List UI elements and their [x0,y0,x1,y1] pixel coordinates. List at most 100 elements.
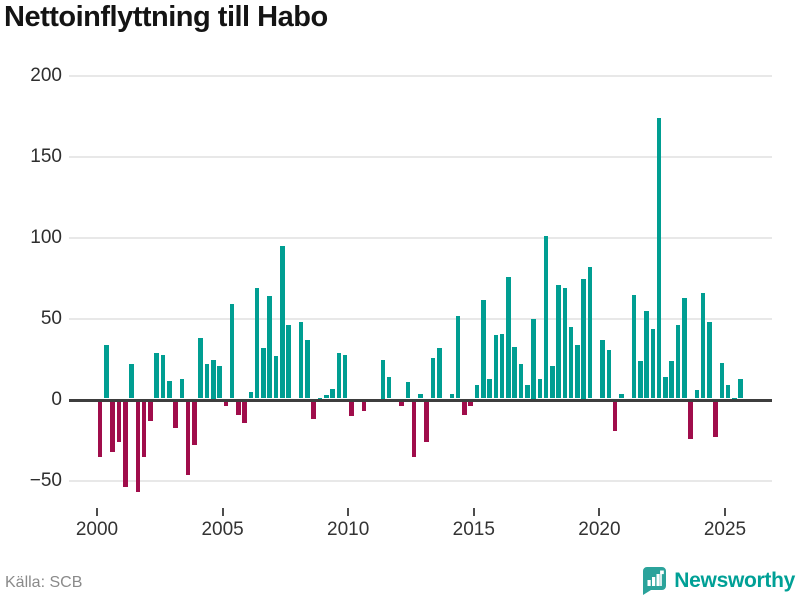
x-axis-label: 2015 [452,519,495,540]
bar-2020Q4 [619,393,624,399]
bar-chart-pin-icon [641,566,667,596]
bar-2000Q4 [116,401,122,443]
y-axis-label: 100 [30,227,62,248]
y-axis-label: 50 [40,308,62,329]
bar-2004Q2 [204,364,210,399]
x-tick [598,508,601,516]
bar-2009Q4 [342,354,348,399]
source-label: Källa: SCB [5,574,83,591]
bar-2023Q4 [694,390,700,399]
bar-2006Q4 [267,296,273,399]
x-axis-label: 2025 [703,519,747,540]
bar-2022Q4 [669,361,674,399]
bar-2005Q4 [242,401,247,423]
gridline [69,318,772,320]
bar-2012Q2 [405,382,411,399]
bar-2013Q3 [437,348,442,399]
y-axis-label: 150 [30,146,62,167]
y-axis-label: 0 [51,389,62,410]
gridline [69,75,772,77]
bar-2015Q4 [493,335,499,399]
bar-2024Q4 [719,362,725,399]
zero-line [69,398,772,402]
bar-2018Q2 [556,284,561,399]
bar-2002Q1 [148,401,153,422]
bar-2018Q3 [562,288,568,399]
bar-2008Q1 [298,322,304,399]
bar-2009Q2 [330,388,335,399]
x-axis-label: 2000 [75,519,119,540]
bar-2022Q3 [663,377,668,399]
bar-2017Q2 [531,319,536,399]
bar-2011Q2 [380,359,386,399]
bar-2003Q2 [179,378,185,399]
bar-2025Q1 [725,385,731,399]
bar-2002Q3 [160,354,166,399]
bar-2013Q1 [424,401,430,443]
bar-2009Q1 [323,395,329,399]
bar-2008Q3 [311,401,316,420]
x-tick [221,508,224,516]
newsworthy-logo[interactable]: Newsworthy [641,566,795,596]
bar-2001Q2 [129,364,134,399]
bar-2005Q3 [236,401,241,415]
bar-2014Q2 [455,315,461,399]
bar-2004Q1 [198,338,203,399]
bar-2006Q3 [261,348,266,399]
bar-2021Q4 [644,310,649,399]
bar-2023Q3 [688,401,693,439]
bar-2003Q1 [173,401,178,428]
bar-2001Q4 [141,401,147,457]
bar-2025Q3 [738,378,744,399]
bar-2006Q1 [248,391,254,399]
bar-2003Q4 [192,401,197,446]
bar-2007Q3 [286,325,291,399]
bar-2001Q3 [135,401,141,493]
bar-2018Q4 [568,327,574,399]
bar-2004Q4 [217,365,222,399]
bar-2023Q1 [675,325,681,399]
bar-2009Q3 [336,353,342,399]
gridline [69,237,772,239]
bar-2006Q2 [254,288,260,399]
bar-2010Q3 [361,401,367,412]
bar-2015Q2 [480,299,486,399]
bar-2020Q1 [600,340,605,399]
bar-2017Q1 [524,385,530,399]
bar-2019Q1 [575,344,580,399]
x-axis-label: 2020 [578,519,621,540]
bar-2015Q3 [487,378,492,399]
bar-2014Q3 [462,401,467,415]
gridline [69,480,772,482]
bar-2012Q1 [399,401,404,407]
bar-2001Q1 [123,401,128,488]
bar-2017Q4 [543,236,549,399]
x-tick [96,508,98,516]
bar-2021Q2 [631,294,637,399]
gridline [69,156,772,158]
bar-2022Q1 [650,328,656,399]
x-axis-label: 2010 [327,519,370,540]
bar-2012Q4 [418,393,423,399]
bar-2018Q1 [550,365,555,399]
bar-2007Q2 [280,246,285,399]
bar-2016Q2 [506,276,511,399]
bar-2002Q4 [166,380,172,399]
bar-2014Q1 [449,393,455,399]
page-title: Nettoinflyttning till Habo [4,1,328,33]
bar-2016Q3 [512,346,517,399]
bar-2023Q2 [681,297,687,399]
chart: 200 150 100 50 0 −50 2000 2005 2010 2015 2020 2025 [29,65,772,540]
x-tick [724,508,726,516]
x-tick [472,508,475,516]
bar-2017Q3 [537,378,543,399]
bar-2003Q3 [185,401,191,475]
bar-2002Q2 [154,353,159,399]
bar-2005Q1 [223,401,229,407]
bar-2015Q1 [474,385,480,399]
bar-2020Q2 [606,349,612,399]
bar-2010Q1 [349,401,354,417]
y-axis-label: −50 [29,470,62,491]
y-axis-label: 200 [30,65,62,86]
bar-2000Q3 [110,401,116,452]
